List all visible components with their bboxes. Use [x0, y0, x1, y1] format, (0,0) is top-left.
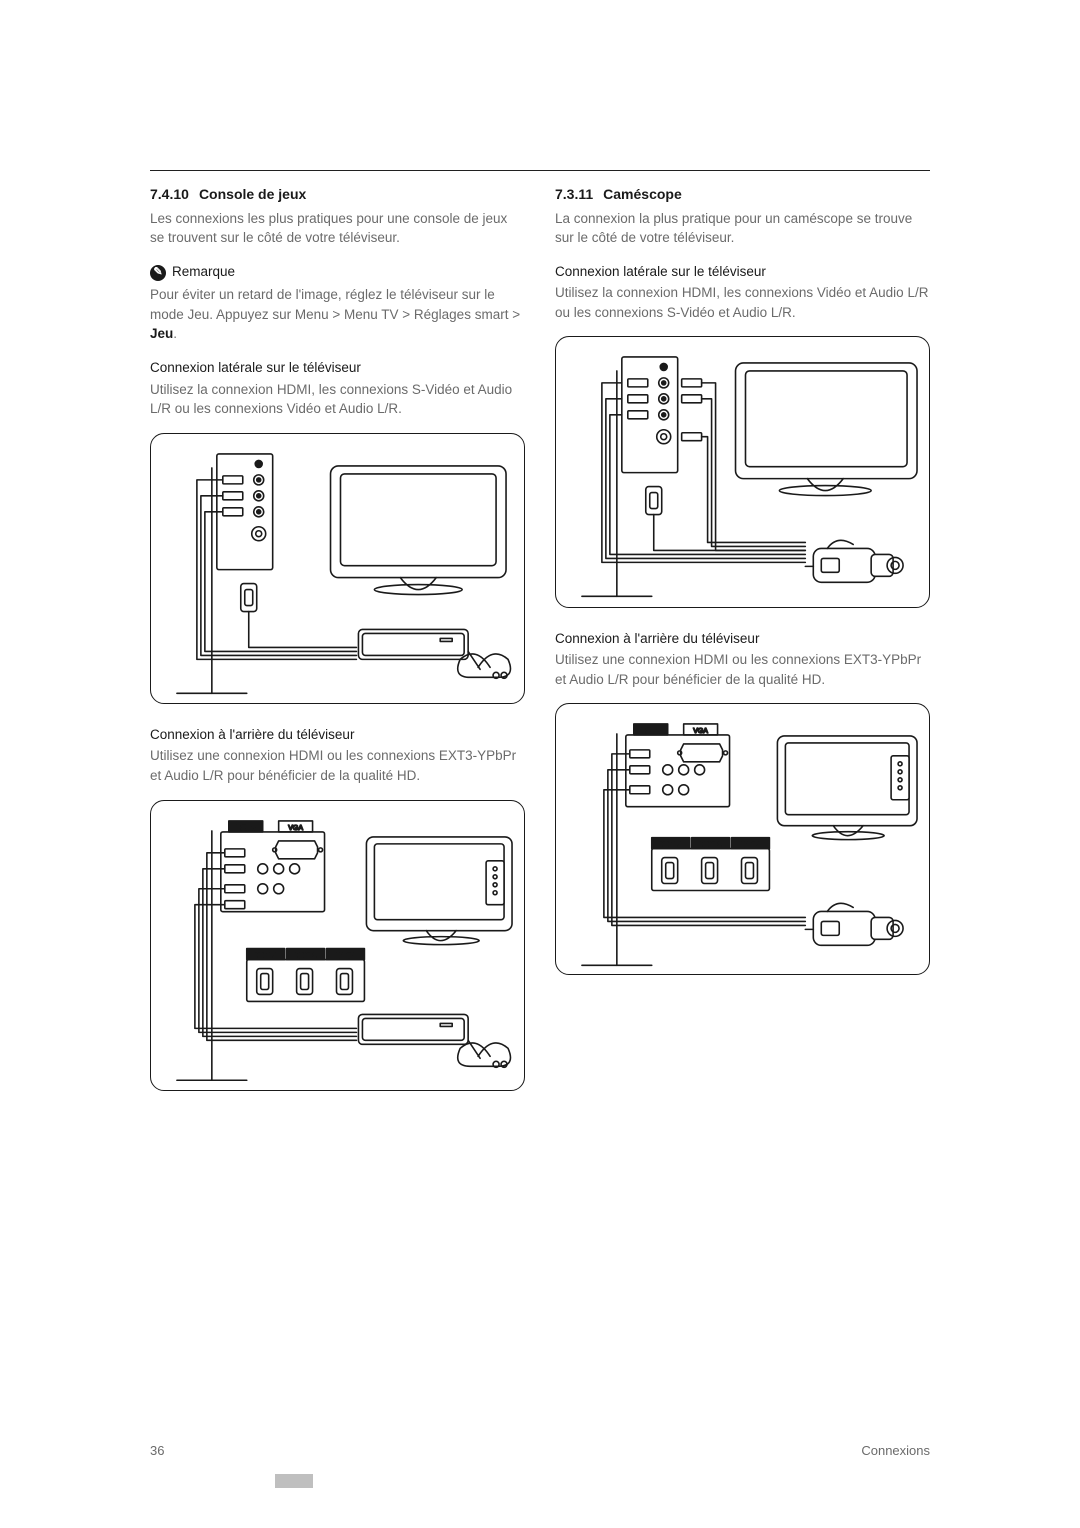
label-hdmi2: HDMI 2	[295, 952, 316, 959]
side-connection-heading: Connexion latérale sur le téléviseur	[150, 358, 525, 378]
figure-rear-camcorder: EXT 3 VGA HDMI	[555, 703, 930, 974]
section-name: Connexions	[861, 1443, 930, 1458]
intro-text: La connexion la plus pratique pour un ca…	[555, 209, 930, 248]
two-column-layout: 7.4.10 Console de jeux Les connexions les…	[150, 185, 930, 1112]
section-heading: 7.4.10 Console de jeux	[150, 185, 525, 205]
rear-connection-heading: Connexion à l'arrière du téléviseur	[150, 725, 525, 745]
figure-side-gameconsole	[150, 433, 525, 704]
label-vga: VGA	[288, 825, 303, 832]
side-connection-heading: Connexion latérale sur le téléviseur	[555, 262, 930, 282]
label-hdmi3: HDMI 3	[740, 842, 761, 849]
figure-side-camcorder	[555, 336, 930, 607]
note-text-after: .	[173, 326, 177, 341]
section-heading: 7.3.11 Caméscope	[555, 185, 930, 205]
section-number: 7.3.11	[555, 186, 593, 202]
label-vga: VGA	[693, 728, 708, 735]
section-title: Console de jeux	[199, 186, 306, 202]
note-text-before: Pour éviter un retard de l'image, réglez…	[150, 287, 520, 322]
label-hdmi1: HDMI 1	[660, 842, 681, 849]
rear-connection-text: Utilisez une connexion HDMI ou les conne…	[150, 746, 525, 785]
note-text-bold: Jeu	[150, 326, 173, 341]
side-connection-text: Utilisez la connexion HDMI, les connexio…	[150, 380, 525, 419]
label-hdmi2: HDMI 2	[700, 842, 721, 849]
figure-rear-gameconsole: EXT 3 VGA	[150, 800, 525, 1091]
page-tab-marker	[275, 1474, 313, 1488]
section-number: 7.4.10	[150, 186, 189, 202]
label-hdmi1: HDMI 1	[255, 952, 276, 959]
note-text: Pour éviter un retard de l'image, réglez…	[150, 285, 525, 344]
top-rule	[150, 170, 930, 171]
label-hdmi3: HDMI 3	[335, 952, 356, 959]
note-heading: ✎ Remarque	[150, 262, 525, 284]
side-connection-text: Utilisez la connexion HDMI, les connexio…	[555, 283, 930, 322]
manual-page: 7.4.10 Console de jeux Les connexions les…	[0, 0, 1080, 1528]
intro-text: Les connexions les plus pratiques pour u…	[150, 209, 525, 248]
label-ext3: EXT 3	[641, 728, 660, 735]
page-footer: 36 Connexions	[150, 1443, 930, 1458]
right-column: 7.3.11 Caméscope La connexion la plus pra…	[555, 185, 930, 1112]
label-ext3: EXT 3	[236, 825, 255, 832]
rear-connection-text: Utilisez une connexion HDMI ou les conne…	[555, 650, 930, 689]
rear-connection-heading: Connexion à l'arrière du téléviseur	[555, 629, 930, 649]
section-title: Caméscope	[603, 186, 682, 202]
note-label: Remarque	[172, 262, 235, 282]
left-column: 7.4.10 Console de jeux Les connexions les…	[150, 185, 525, 1112]
page-number: 36	[150, 1443, 164, 1458]
note-icon: ✎	[150, 265, 166, 281]
